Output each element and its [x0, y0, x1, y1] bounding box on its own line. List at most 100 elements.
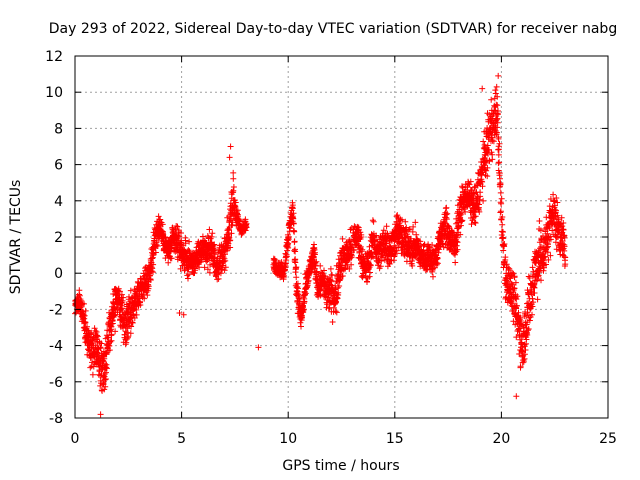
data-point [211, 246, 218, 253]
data-point [514, 293, 521, 300]
data-point [502, 254, 509, 261]
data-point [500, 229, 506, 235]
data-point [291, 228, 298, 235]
data-point [468, 221, 475, 228]
data-point [336, 283, 343, 289]
data-point [513, 296, 520, 303]
data-point [333, 309, 340, 316]
data-point [399, 216, 405, 223]
data-point [358, 234, 365, 240]
data-point [349, 242, 356, 249]
data-point [499, 221, 506, 228]
data-point [317, 287, 324, 294]
data-point [128, 323, 135, 330]
data-point [406, 226, 413, 232]
data-point [186, 271, 192, 278]
data-point [196, 264, 203, 271]
data-point [327, 277, 334, 284]
data-point [398, 250, 405, 257]
data-point [227, 143, 234, 150]
data-point [357, 229, 364, 236]
data-point [307, 269, 314, 276]
data-point [364, 279, 370, 285]
data-point [102, 376, 109, 382]
data-point [87, 364, 94, 371]
data-point [89, 371, 96, 378]
data-point [293, 274, 300, 281]
data-point [298, 323, 304, 330]
data-point [483, 167, 490, 174]
data-point [497, 189, 504, 196]
x-tick-label: 5 [177, 431, 186, 447]
data-point [496, 159, 503, 166]
data-point [462, 208, 469, 215]
data-point [133, 311, 140, 318]
data-point [325, 305, 332, 312]
chart-title: Day 293 of 2022, Sidereal Day-to-day VTE… [49, 21, 617, 37]
data-point [230, 187, 237, 194]
data-point [108, 337, 115, 344]
data-point [204, 266, 211, 273]
data-point [329, 319, 336, 325]
data-point [377, 263, 384, 270]
data-point [226, 154, 233, 161]
data-point [317, 262, 324, 269]
data-point [185, 247, 192, 254]
data-point [499, 214, 506, 220]
data-point [490, 138, 497, 145]
data-point [154, 243, 161, 249]
data-point [405, 247, 412, 254]
data-point [321, 267, 327, 274]
x-tick-label: 20 [492, 431, 510, 447]
data-point [435, 249, 442, 256]
data-point [496, 140, 503, 147]
data-point [182, 240, 189, 247]
data-point [339, 235, 346, 242]
data-point [119, 297, 126, 304]
data-point [291, 239, 298, 246]
data-point [108, 331, 115, 338]
data-point [106, 347, 113, 354]
data-point [471, 219, 478, 226]
data-point [515, 309, 522, 316]
data-point [412, 219, 419, 226]
data-point [102, 383, 109, 390]
data-point [486, 157, 493, 164]
data-point [327, 265, 334, 272]
data-point [378, 258, 385, 264]
data-point [517, 363, 524, 370]
data-point [295, 285, 301, 292]
data-point [495, 135, 502, 142]
data-point [454, 239, 461, 246]
data-point [285, 236, 292, 243]
data-point [289, 205, 296, 212]
data-point [526, 275, 533, 281]
data-point [405, 226, 412, 233]
data-point [480, 197, 487, 204]
data-point [82, 307, 89, 314]
data-point [221, 267, 228, 274]
data-point [118, 306, 125, 313]
data-point [227, 244, 234, 251]
data-point [150, 261, 157, 268]
data-point [97, 345, 104, 352]
data-point [494, 93, 501, 100]
data-point [320, 274, 327, 281]
data-point [340, 266, 347, 273]
data-point [137, 302, 144, 308]
data-point [97, 411, 104, 418]
y-tick-label: 10 [45, 85, 63, 101]
data-point [311, 251, 318, 258]
data-point [109, 320, 116, 327]
data-point [283, 253, 290, 260]
data-point [302, 291, 308, 298]
x-tick-label: 25 [599, 431, 617, 447]
data-point [484, 173, 491, 180]
data-point [511, 273, 518, 280]
data-point [458, 210, 465, 216]
data-point [488, 96, 495, 103]
data-point [512, 279, 519, 286]
data-point [112, 328, 119, 335]
data-point [367, 262, 374, 269]
data-point [230, 175, 237, 182]
